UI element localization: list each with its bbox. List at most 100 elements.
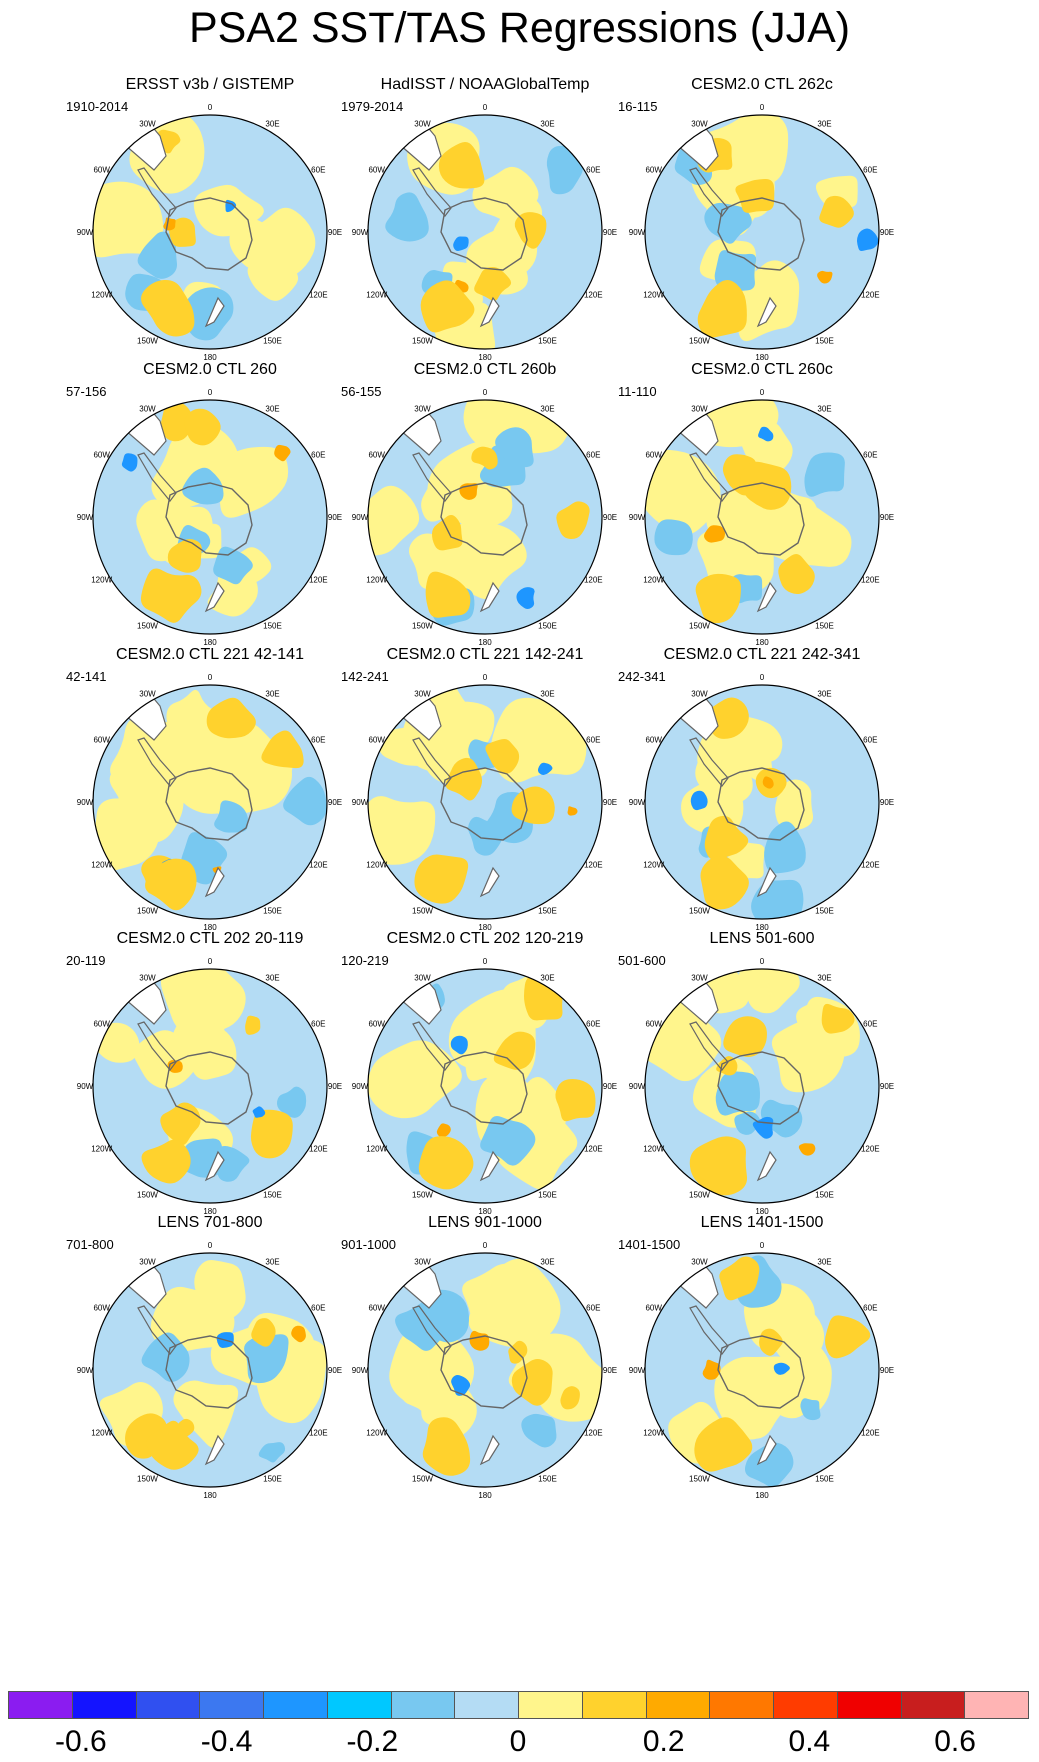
longitude-label: 0 (760, 673, 765, 682)
longitude-label: 120E (309, 861, 328, 870)
anomaly-region (214, 800, 249, 833)
longitude-label: 150W (137, 336, 158, 345)
longitude-label: 90E (880, 1366, 894, 1375)
longitude-label: 120W (91, 861, 112, 870)
anomaly-region (537, 762, 553, 775)
anomaly-region (385, 192, 429, 242)
antarctica-coast (165, 197, 253, 271)
antarctica-coast (717, 1051, 805, 1125)
longitude-label: 150W (412, 621, 433, 630)
panel-title: CESM2.0 CTL 260b (413, 361, 557, 378)
anomaly-region (511, 786, 555, 825)
anomaly-region (183, 287, 234, 341)
longitude-label: 0 (208, 103, 213, 112)
longitude-label: 120E (309, 1429, 328, 1438)
longitude-label: 90W (77, 513, 94, 522)
antarctic-peninsula (137, 1305, 177, 1355)
longitude-label: 180 (203, 1207, 217, 1216)
anomaly-region (261, 730, 304, 769)
anomaly-region (704, 525, 725, 543)
colorbar-tick-label: -0.2 (346, 1725, 399, 1758)
colorbar-swatch (263, 1691, 328, 1719)
colorbar-swatch (390, 1691, 456, 1719)
colorbar-swatch (454, 1691, 519, 1719)
longitude-label: 180 (478, 1207, 492, 1216)
longitude-label: 150E (815, 621, 834, 630)
antarctica-coast (717, 197, 805, 271)
antarctica-coast (165, 767, 253, 841)
anomaly-region (704, 202, 752, 244)
panel-title: LENS 901-1000 (428, 1214, 542, 1231)
longitude-label: 150E (538, 336, 557, 345)
antarctica-coast (440, 1051, 528, 1125)
panel-years: 120-219 (341, 953, 389, 968)
map-boundary (367, 1252, 603, 1488)
antarctic-peninsula (137, 1021, 177, 1071)
anomaly-region (276, 1086, 307, 1118)
anomaly-region (704, 815, 749, 861)
anomaly-region (368, 485, 420, 556)
anomaly-region (93, 1022, 140, 1063)
longitude-label: 120E (584, 861, 603, 870)
polar-map: 0 30E 60E 90E 120E 150E 180 150W 120W 90W 60W 30W (77, 1241, 342, 1500)
antarctic-peninsula (689, 1021, 729, 1071)
longitude-label: 60E (863, 736, 877, 745)
longitude-label: 90E (880, 1082, 894, 1091)
longitude-label: 30E (265, 120, 279, 129)
anomaly-region (700, 855, 749, 910)
longitude-label: 90E (328, 228, 342, 237)
anomaly-region (819, 195, 854, 228)
anomaly-region (762, 776, 774, 789)
longitude-label: 60W (93, 451, 110, 460)
map-boundary (644, 399, 880, 635)
longitude-label: 60E (586, 1020, 600, 1029)
new-zealand-coast (479, 1434, 500, 1466)
longitude-label: 60W (368, 451, 385, 460)
longitude-label: 120E (861, 861, 880, 870)
longitude-label: 90W (77, 1082, 94, 1091)
longitude-label: 120E (861, 291, 880, 300)
anomaly-region (422, 1417, 471, 1476)
panel-title: CESM2.0 CTL 221 142-241 (386, 646, 584, 663)
panel-14: LENS 901-1000 0 30E 60E 90E 120E 150E 180 150W 12… (335, 1213, 635, 1513)
longitude-label: 120W (91, 576, 112, 585)
panel-8: CESM2.0 CTL 221 142-241 0 30E 60E 90E 120E 150… (335, 645, 635, 945)
longitude-label: 30E (817, 690, 831, 699)
anomaly-region (451, 1374, 471, 1396)
longitude-label: 90E (880, 513, 894, 522)
anomaly-region (798, 1143, 816, 1156)
anomaly-region (418, 1136, 474, 1190)
longitude-label: 150W (412, 336, 433, 345)
colorbar-swatch (71, 1691, 137, 1719)
panel-title: CESM2.0 CTL 260c (691, 361, 833, 378)
longitude-label: 60W (645, 736, 662, 745)
longitude-label: 0 (208, 388, 213, 397)
longitude-label: 120E (584, 291, 603, 300)
anomaly-region (140, 568, 202, 623)
anomaly-region (817, 270, 833, 284)
panel-title: LENS 501-600 (709, 930, 815, 947)
colorbar-swatch (709, 1691, 774, 1719)
antarctica-coast (440, 197, 528, 271)
longitude-label: 30E (817, 120, 831, 129)
anomaly-region (738, 969, 800, 1014)
colorbar-swatch (964, 1691, 1029, 1719)
panel-years: 16-115 (618, 99, 658, 114)
longitude-label: 30E (817, 405, 831, 414)
longitude-label: 150E (263, 1190, 282, 1199)
longitude-label: 90W (629, 228, 646, 237)
anomaly-region (723, 1016, 767, 1058)
anomaly-region (771, 1342, 832, 1416)
longitude-label: 60E (311, 166, 325, 175)
longitude-label: 90E (603, 228, 617, 237)
map-boundary (367, 968, 603, 1204)
anomaly-region (173, 1380, 239, 1449)
longitude-label: 60E (311, 1304, 325, 1313)
anomaly-region (778, 553, 815, 595)
longitude-label: 30W (414, 405, 431, 414)
antarctica-coast (165, 482, 253, 556)
longitude-label: 60E (863, 1304, 877, 1313)
longitude-label: 30W (414, 974, 431, 983)
longitude-label: 150W (137, 1190, 158, 1199)
colorbar-swatch (836, 1691, 902, 1719)
